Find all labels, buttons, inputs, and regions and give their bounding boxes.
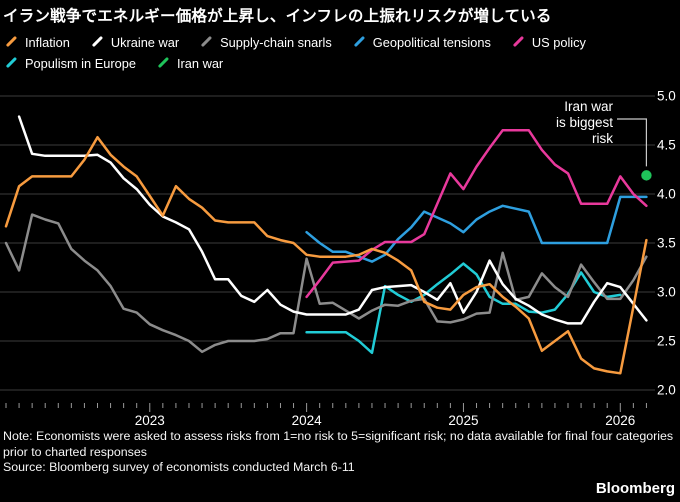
annotation-text: is biggest: [556, 115, 613, 130]
chart-source: Source: Bloomberg survey of economists c…: [3, 460, 355, 474]
legend-item: Ukraine war: [89, 35, 179, 50]
series-line-ukraine-war: [17, 115, 648, 325]
legend-row: Populism in Europe Iran war: [3, 53, 677, 73]
legend-item: Iran war: [155, 56, 223, 71]
annotation-connector-line: [617, 118, 648, 167]
series-line-us-policy: [305, 129, 648, 299]
legend: Inflation Ukraine war Supply-chain snarls G…: [3, 32, 677, 74]
legend-item: Geopolitical tensions: [351, 35, 491, 50]
y-axis-label: 4.5: [657, 138, 676, 153]
annotation-text: risk: [592, 131, 613, 146]
y-axis-label: 2.0: [657, 383, 676, 398]
chart-title: イラン戦争でエネルギー価格が上昇し、インフレの上振れリスクが増している: [3, 8, 552, 25]
x-axis-label: 2025: [448, 413, 478, 428]
legend-item-label: Supply-chain snarls: [220, 34, 332, 50]
series-line-geopolitical-tensions: [305, 195, 648, 263]
legend-item-label: Ukraine war: [110, 34, 180, 50]
series-line-inflation: [4, 135, 648, 375]
legend-item-label: Iran war: [176, 55, 224, 71]
legend-item: US policy: [510, 35, 586, 50]
series-line-supply-chain-snarls: [4, 213, 648, 354]
legend-item-label: Inflation: [25, 34, 70, 50]
y-axis-label: 4.0: [657, 187, 676, 202]
x-axis-label: 2024: [292, 413, 323, 428]
annotation-text: Iran war: [564, 99, 613, 114]
series-dot-iran-war: [641, 170, 652, 181]
legend-item-label: Geopolitical tensions: [372, 34, 491, 50]
legend-item: Populism in Europe: [3, 56, 136, 71]
bloomberg-logo: Bloomberg: [595, 480, 675, 497]
legend-item-label: Populism in Europe: [25, 55, 136, 71]
legend-item: Supply-chain snarls: [198, 35, 332, 50]
y-axis-label: 2.5: [657, 334, 676, 349]
legend-item: Inflation: [3, 35, 70, 50]
y-axis-label: 5.0: [657, 89, 676, 104]
chart-note: Note: Economists were asked to assess ri…: [3, 429, 674, 459]
x-axis-label: 2026: [605, 413, 635, 428]
legend-row: Inflation Ukraine war Supply-chain snarls G…: [3, 32, 677, 52]
y-axis-label: 3.0: [657, 285, 676, 300]
x-axis-label: 2023: [135, 413, 165, 428]
y-axis-label: 3.5: [657, 236, 676, 251]
legend-item-label: US policy: [531, 34, 586, 50]
